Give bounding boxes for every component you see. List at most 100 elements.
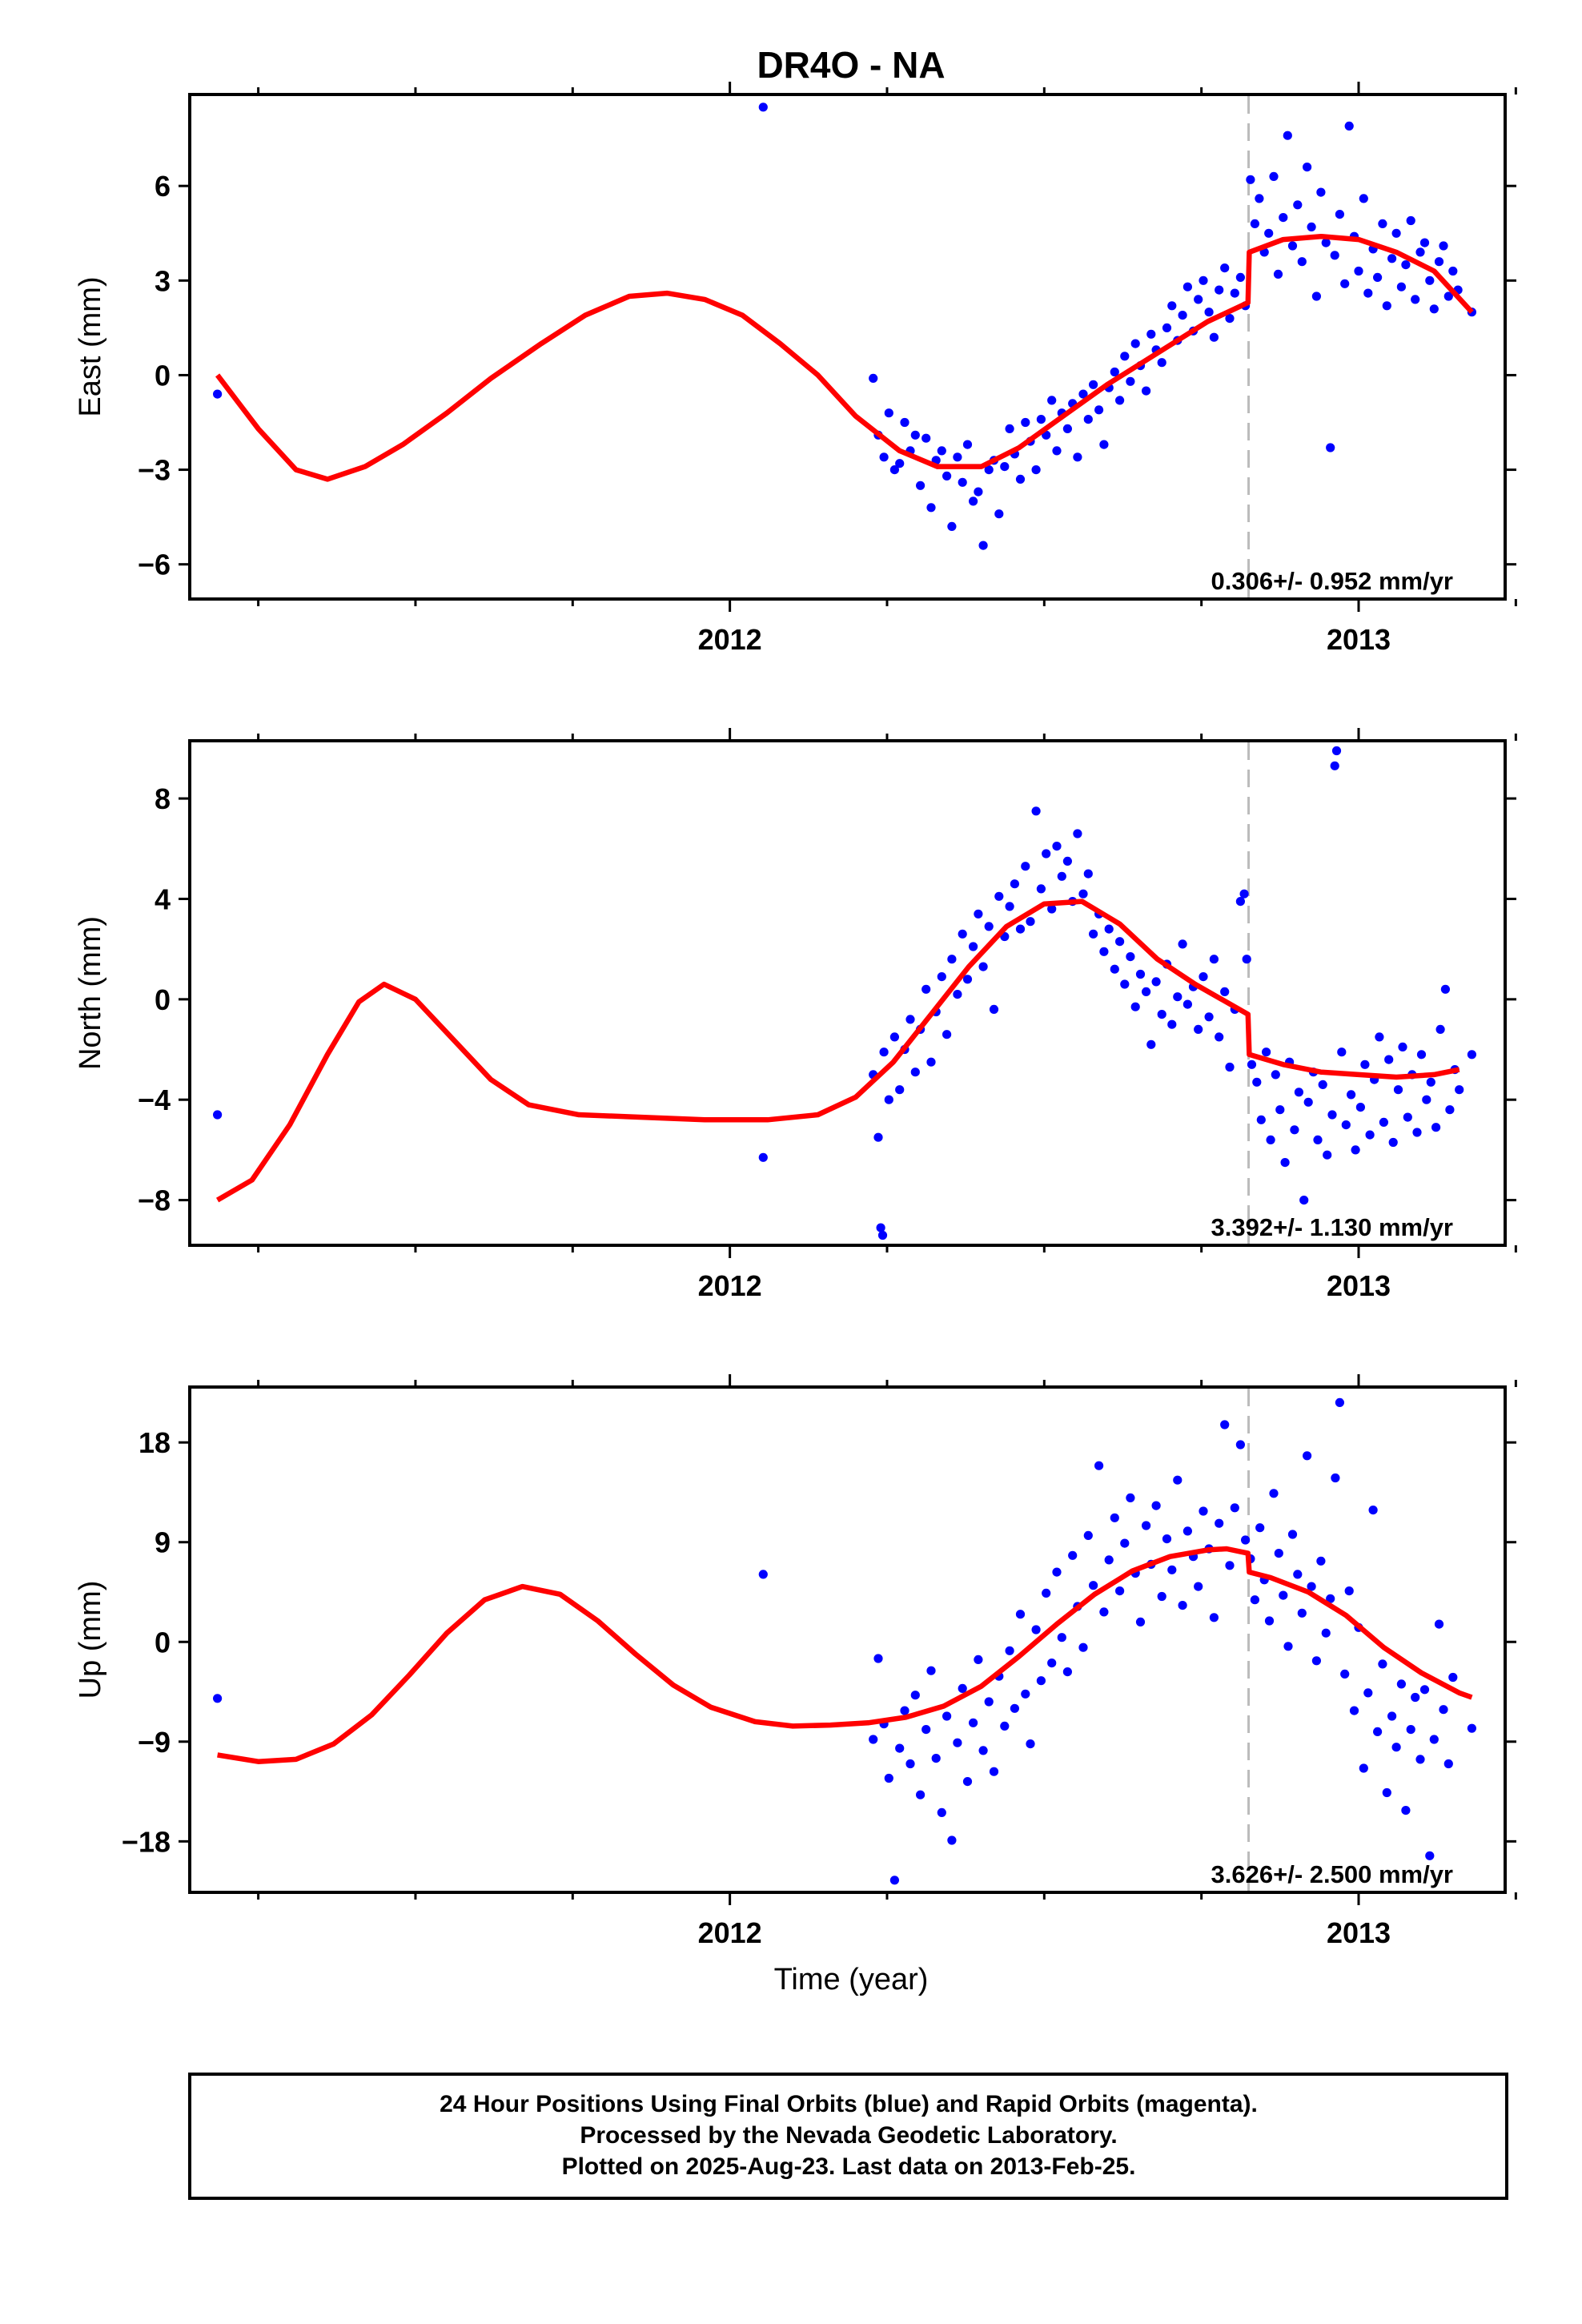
y-tick-label: 0: [155, 359, 171, 392]
data-point: [1089, 380, 1098, 389]
data-point: [758, 103, 768, 112]
data-point: [1387, 254, 1397, 263]
data-point: [1467, 1050, 1476, 1059]
data-point: [994, 891, 1004, 901]
data-point: [1062, 1667, 1072, 1677]
x-tick-label: 2012: [698, 623, 762, 656]
data-point: [1235, 897, 1245, 907]
chart-title: DR4O - NA: [757, 44, 945, 86]
data-point: [1321, 238, 1331, 247]
data-point: [1422, 1095, 1431, 1104]
data-point: [905, 1759, 915, 1769]
data-point: [1026, 1739, 1035, 1749]
data-point: [1269, 1489, 1279, 1498]
data-point: [1411, 295, 1420, 304]
data-point: [1360, 1059, 1370, 1069]
data-point: [1279, 213, 1288, 223]
data-point: [1303, 1451, 1312, 1461]
panel-up: 18 9 0 −9 −18 2012 2013 Up (mm) 3.626+/- 2.500 m…: [74, 1374, 1517, 1949]
data-point: [978, 962, 988, 971]
data-point: [1199, 1506, 1208, 1516]
data-point: [1042, 1588, 1051, 1598]
data-point: [1435, 1024, 1445, 1034]
data-point: [1331, 1473, 1340, 1483]
data-point: [1052, 446, 1062, 456]
footer-frame: [188, 2073, 1508, 2200]
data-point: [1406, 215, 1415, 226]
x-tick-label: 2013: [1327, 1916, 1391, 1949]
data-point: [989, 1767, 999, 1776]
data-point: [1387, 1711, 1397, 1721]
data-point: [1135, 1617, 1146, 1626]
data-point: [1010, 879, 1019, 889]
data-point: [1162, 1534, 1172, 1544]
data-point: [921, 433, 931, 443]
data-point: [873, 1654, 883, 1663]
data-point: [1344, 121, 1354, 131]
data-point: [1396, 282, 1406, 292]
data-point: [1057, 871, 1066, 881]
data-point: [937, 972, 946, 982]
data-point: [962, 1777, 973, 1787]
data-point: [1142, 987, 1151, 996]
data-point: [1396, 1679, 1406, 1689]
y-tick-label: 4: [155, 883, 171, 915]
y-tick-label: 6: [155, 170, 171, 203]
data-point: [926, 1057, 936, 1067]
data-point: [1062, 424, 1072, 434]
data-point: [1365, 1130, 1375, 1140]
data-point: [1341, 1120, 1351, 1130]
data-point: [1104, 924, 1114, 934]
data-point: [1445, 1105, 1455, 1115]
data-point: [1382, 301, 1391, 311]
data-point: [1434, 1619, 1444, 1629]
data-point: [1157, 1591, 1166, 1602]
data-point: [1000, 1721, 1010, 1731]
data-point: [947, 1835, 957, 1845]
data-point: [889, 1876, 899, 1885]
points-up: [213, 1397, 1476, 1885]
data-point: [984, 465, 994, 475]
data-point: [974, 487, 983, 497]
data-point: [877, 1230, 888, 1240]
data-point: [916, 1790, 926, 1799]
data-point: [1167, 1019, 1177, 1029]
data-point: [1052, 842, 1062, 851]
data-point: [953, 452, 962, 462]
data-point: [1126, 376, 1135, 386]
data-point: [1293, 200, 1303, 210]
data-point: [1220, 1420, 1230, 1429]
data-point: [1340, 1669, 1350, 1679]
plot-frame: [188, 93, 1507, 601]
data-point: [895, 459, 905, 468]
data-point: [1110, 1513, 1119, 1522]
y-tick-label: 0: [155, 1626, 171, 1659]
data-point: [1173, 992, 1182, 1002]
data-point: [1120, 352, 1130, 361]
data-point: [884, 1773, 893, 1783]
data-point: [1246, 175, 1255, 184]
data-point: [1142, 1521, 1151, 1530]
data-point: [1354, 266, 1363, 276]
data-point: [937, 446, 946, 456]
panel-east: 6 3 0 −3 −6 2012 2013 East (mm) 0.306+/- 0.952 m…: [74, 82, 1517, 656]
data-point: [1215, 285, 1224, 295]
y-tick-label: −6: [138, 549, 171, 581]
data-point: [900, 417, 909, 428]
y-tick-label: 18: [139, 1426, 171, 1459]
data-point: [213, 1110, 223, 1120]
data-point: [1094, 405, 1104, 415]
data-point: [1273, 269, 1283, 279]
data-point: [1439, 1705, 1448, 1715]
data-point: [1021, 862, 1030, 871]
data-point: [1280, 1158, 1290, 1168]
data-point: [978, 1746, 988, 1755]
y-tick-label: −18: [122, 1825, 171, 1858]
data-point: [910, 1068, 920, 1077]
panel-north: 8 4 0 −4 −8 2012 2013 North (mm) 3.392+/- 1.130 …: [74, 728, 1517, 1302]
data-point: [1120, 979, 1130, 989]
model-line: [215, 233, 1474, 482]
panels: 6 3 0 −3 −6 2012 2013 East (mm) 0.306+/- 0.952 m…: [74, 82, 1517, 1949]
y-tick-label: −3: [138, 454, 171, 487]
